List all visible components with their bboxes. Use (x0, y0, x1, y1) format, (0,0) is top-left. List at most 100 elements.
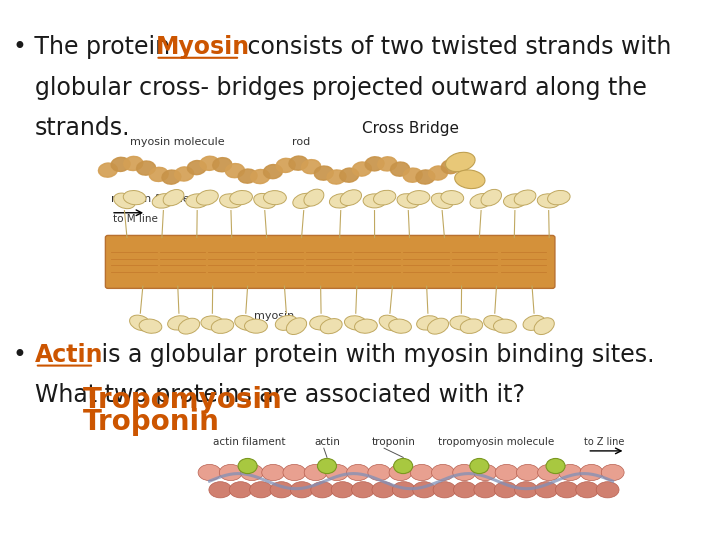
Text: globular cross- bridges projected outward along the: globular cross- bridges projected outwar… (35, 76, 647, 99)
Ellipse shape (209, 482, 232, 498)
Ellipse shape (344, 316, 367, 330)
Text: Cross Bridge: Cross Bridge (362, 122, 459, 137)
Ellipse shape (289, 156, 308, 170)
Text: Troponin: Troponin (83, 408, 220, 436)
Ellipse shape (374, 190, 396, 205)
Ellipse shape (304, 189, 324, 206)
Ellipse shape (580, 464, 603, 481)
Ellipse shape (474, 464, 497, 481)
Ellipse shape (111, 157, 130, 172)
Text: myosin: myosin (254, 311, 294, 321)
Ellipse shape (481, 190, 502, 206)
Ellipse shape (431, 193, 453, 208)
Ellipse shape (368, 464, 391, 481)
Ellipse shape (413, 482, 436, 498)
Ellipse shape (320, 319, 342, 334)
Ellipse shape (390, 162, 410, 176)
Ellipse shape (352, 162, 372, 176)
Ellipse shape (392, 482, 415, 498)
Ellipse shape (330, 194, 352, 208)
Ellipse shape (304, 464, 327, 481)
Ellipse shape (275, 315, 297, 330)
Ellipse shape (318, 458, 336, 474)
Ellipse shape (394, 458, 413, 474)
Ellipse shape (431, 464, 454, 481)
Ellipse shape (187, 160, 207, 174)
Ellipse shape (470, 193, 492, 208)
Ellipse shape (428, 166, 448, 180)
Ellipse shape (211, 319, 234, 333)
Ellipse shape (149, 167, 168, 181)
Ellipse shape (416, 170, 435, 184)
Ellipse shape (238, 169, 257, 183)
Ellipse shape (470, 458, 489, 474)
Ellipse shape (378, 157, 397, 171)
Text: troponin: troponin (372, 436, 415, 447)
Ellipse shape (351, 482, 374, 498)
Ellipse shape (251, 170, 270, 184)
Ellipse shape (311, 482, 333, 498)
Ellipse shape (200, 156, 219, 171)
Ellipse shape (601, 464, 624, 481)
Ellipse shape (290, 482, 313, 498)
Ellipse shape (433, 482, 456, 498)
Ellipse shape (264, 191, 287, 205)
Ellipse shape (397, 194, 420, 208)
Ellipse shape (163, 190, 184, 206)
Text: strands.: strands. (35, 116, 130, 140)
Text: •: • (13, 343, 34, 367)
Text: consists of two twisted strands with: consists of two twisted strands with (240, 35, 671, 59)
Ellipse shape (576, 482, 598, 498)
Ellipse shape (365, 157, 384, 171)
Ellipse shape (341, 190, 361, 206)
Ellipse shape (198, 464, 221, 481)
Ellipse shape (548, 191, 570, 205)
Ellipse shape (229, 482, 252, 498)
Ellipse shape (287, 318, 307, 334)
Text: actin: actin (315, 436, 340, 447)
Ellipse shape (417, 316, 439, 330)
Ellipse shape (123, 191, 146, 205)
Ellipse shape (197, 190, 218, 205)
Ellipse shape (515, 482, 538, 498)
Ellipse shape (327, 170, 346, 184)
Ellipse shape (523, 315, 545, 330)
Ellipse shape (168, 316, 190, 330)
Ellipse shape (250, 482, 272, 498)
Ellipse shape (230, 191, 253, 205)
Ellipse shape (441, 159, 460, 174)
Ellipse shape (264, 165, 282, 179)
Ellipse shape (220, 464, 242, 481)
Text: myosin filament: myosin filament (111, 194, 201, 204)
Ellipse shape (124, 157, 143, 171)
Ellipse shape (201, 316, 224, 330)
Ellipse shape (453, 464, 476, 481)
Ellipse shape (389, 319, 411, 333)
Ellipse shape (372, 482, 395, 498)
Ellipse shape (225, 164, 244, 178)
Ellipse shape (559, 464, 582, 481)
Ellipse shape (410, 464, 433, 481)
Text: myosin molecule: myosin molecule (130, 137, 225, 147)
Ellipse shape (302, 160, 320, 174)
Ellipse shape (460, 319, 482, 333)
Ellipse shape (474, 482, 497, 498)
Ellipse shape (262, 464, 284, 481)
Ellipse shape (340, 168, 359, 182)
FancyBboxPatch shape (105, 235, 555, 288)
Ellipse shape (276, 158, 295, 172)
Ellipse shape (494, 482, 517, 498)
Ellipse shape (186, 194, 209, 208)
Ellipse shape (495, 464, 518, 481)
Text: rod: rod (292, 137, 310, 147)
Ellipse shape (555, 482, 578, 498)
Ellipse shape (212, 158, 232, 172)
Ellipse shape (534, 318, 554, 335)
Ellipse shape (503, 194, 526, 208)
Ellipse shape (441, 191, 464, 205)
Ellipse shape (596, 482, 619, 498)
Ellipse shape (379, 315, 401, 330)
Ellipse shape (235, 315, 257, 330)
Ellipse shape (253, 193, 276, 208)
Ellipse shape (245, 319, 267, 333)
